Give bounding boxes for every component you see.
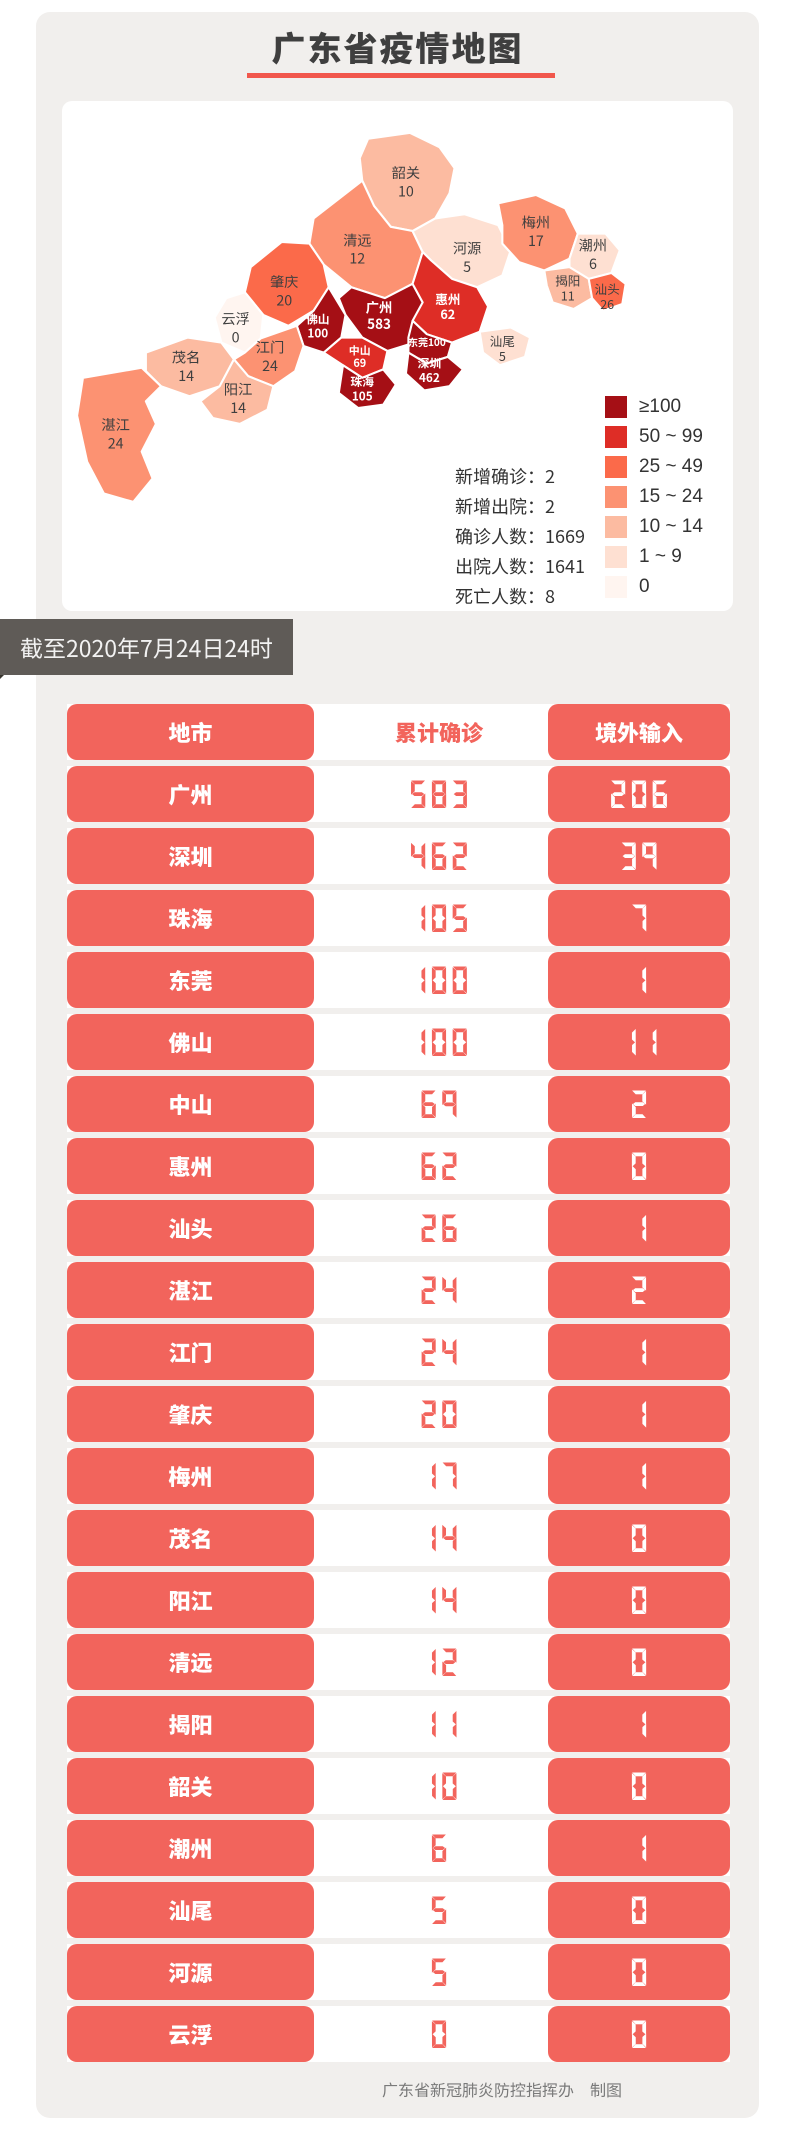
svg-text:26: 26 xyxy=(600,294,614,313)
svg-text:东莞100: 东莞100 xyxy=(408,334,446,349)
svg-text:583: 583 xyxy=(367,313,391,333)
svg-text:5: 5 xyxy=(463,256,471,277)
svg-text:6: 6 xyxy=(589,253,597,274)
svg-text:10: 10 xyxy=(398,181,414,202)
svg-text:62: 62 xyxy=(440,304,455,323)
svg-text:100: 100 xyxy=(307,325,328,342)
svg-text:17: 17 xyxy=(528,230,544,251)
svg-text:14: 14 xyxy=(178,365,194,386)
svg-text:24: 24 xyxy=(108,432,124,453)
svg-text:0: 0 xyxy=(232,327,240,348)
svg-text:105: 105 xyxy=(352,387,373,404)
svg-text:20: 20 xyxy=(276,290,292,311)
svg-text:11: 11 xyxy=(561,286,575,305)
svg-text:14: 14 xyxy=(230,397,246,418)
svg-text:462: 462 xyxy=(419,369,440,386)
svg-text:5: 5 xyxy=(499,346,506,365)
svg-text:69: 69 xyxy=(353,355,366,371)
svg-text:24: 24 xyxy=(262,355,278,376)
svg-text:12: 12 xyxy=(349,248,365,269)
